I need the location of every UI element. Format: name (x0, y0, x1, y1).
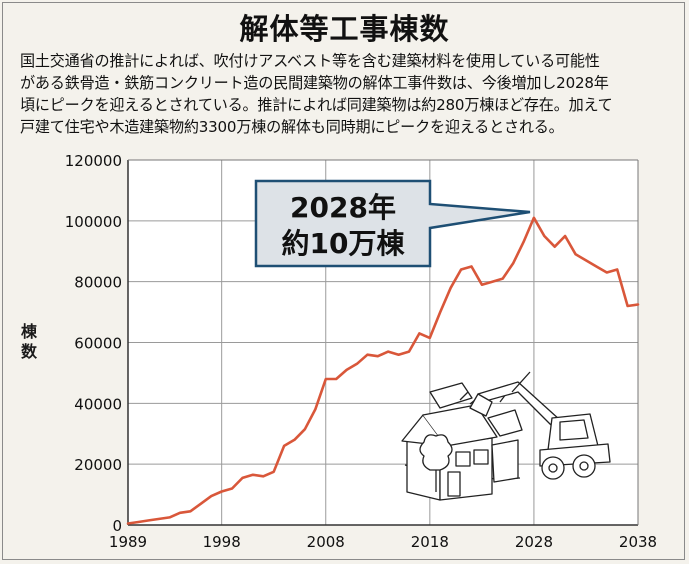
y-axis-title: 棟数 (20, 322, 37, 361)
data-point (554, 246, 556, 248)
excavator-window (559, 419, 589, 441)
data-point (252, 474, 254, 476)
excavator-wheel (541, 456, 565, 480)
y-tick-label: 80000 (74, 274, 122, 292)
data-point (481, 284, 483, 286)
description-line: がある鉄骨造・鉄筋コンクリート造の民間建築物の解体工事件数は、今後増加し2028… (20, 74, 609, 92)
data-point (491, 281, 493, 283)
data-point (637, 303, 639, 306)
data-point (345, 369, 348, 371)
data-point (304, 428, 306, 430)
data-point (200, 503, 202, 505)
data-point (398, 354, 400, 356)
data-point (543, 235, 545, 237)
data-point (512, 262, 514, 265)
house-windows (455, 449, 489, 467)
excavator-hub (579, 461, 589, 471)
house-upper-roof (429, 382, 473, 409)
x-tick-labels: 1989 1998 2008 2018 2028 2038 (109, 533, 657, 551)
callout-line1: 2028年 (290, 191, 396, 224)
data-point (606, 271, 608, 274)
data-point (169, 516, 171, 518)
data-point (241, 477, 244, 479)
x-tick-label: 2028 (515, 533, 553, 551)
data-point (137, 521, 140, 523)
data-point (418, 332, 421, 334)
data-point (502, 278, 504, 280)
house-door (447, 471, 461, 497)
y-tick-labels: 0 20000 40000 60000 80000 100000 120000 (65, 152, 122, 535)
x-tick-label: 2008 (307, 533, 345, 551)
x-tick-label: 2018 (411, 533, 449, 551)
debris (487, 409, 523, 437)
excavator-hub (548, 463, 558, 473)
y-tick-label: 120000 (65, 152, 122, 170)
excavator-wheel (572, 454, 596, 478)
data-point (283, 445, 285, 447)
data-point (574, 253, 577, 255)
y-tick-label: 0 (112, 517, 122, 535)
data-point (533, 217, 535, 219)
data-point (460, 268, 462, 271)
description-line: 国土交通省の推計によれば、吹付けアスベスト等を含む建築材料を使用している可能性 (20, 52, 600, 70)
data-point (262, 475, 264, 477)
data-point (585, 259, 587, 261)
data-point (293, 439, 296, 441)
data-point (189, 510, 192, 512)
description-line: 頃にピークを迎えるとされている。推計によれば同建築物は約280万棟ほど存在。加え… (20, 96, 613, 114)
data-point (314, 408, 316, 411)
data-point (408, 351, 410, 353)
axes (127, 159, 639, 526)
data-point (335, 378, 337, 380)
data-point (231, 487, 233, 490)
data-point (595, 265, 597, 268)
x-tick-label: 2038 (619, 533, 657, 551)
data-point (366, 354, 368, 356)
data-point (377, 355, 379, 357)
data-point (158, 518, 160, 520)
excavator-bucket (469, 393, 493, 417)
data-point (210, 495, 212, 497)
description: 国土交通省の推計によれば、吹付けアスベスト等を含む建築材料を使用している可能性 … (20, 50, 680, 138)
callout-line2: 約10万棟 (282, 227, 406, 260)
data-point (616, 268, 618, 271)
data-point (127, 522, 129, 525)
tree (419, 434, 453, 471)
broken-wall (491, 439, 519, 483)
series-line (126, 216, 640, 525)
excavator-cab (547, 413, 599, 451)
excavator-cylinder (511, 371, 531, 393)
callout: 2028年 約10万棟 (254, 179, 531, 268)
data-point (148, 519, 150, 522)
chart-title: 解体等工事棟数 (239, 12, 450, 46)
data-point (429, 337, 431, 339)
data-point (221, 490, 223, 493)
data-point (564, 235, 566, 237)
data-point (470, 265, 473, 268)
y-tick-label: 40000 (74, 395, 122, 413)
x-tick-label: 1989 (109, 533, 147, 551)
y-tick-label: 20000 (74, 456, 122, 474)
data-point (179, 512, 181, 514)
data-point (522, 241, 525, 243)
data-point (356, 363, 358, 365)
data-points (127, 217, 639, 525)
data-point (325, 378, 327, 380)
demolition-illustration (401, 371, 611, 501)
y-tick-label: 60000 (74, 335, 122, 353)
data-point (439, 311, 441, 313)
data-point (626, 305, 629, 307)
data-point (450, 287, 452, 289)
y-tick-label: 100000 (65, 213, 122, 231)
callout-box (254, 179, 531, 268)
x-tick-label: 1998 (203, 533, 241, 551)
data-point (273, 471, 275, 473)
description-line: 戸建て住宅や木造建築物約3300万棟の解体も同時期にピークを迎えるとされる。 (20, 118, 564, 136)
data-point (387, 351, 389, 353)
